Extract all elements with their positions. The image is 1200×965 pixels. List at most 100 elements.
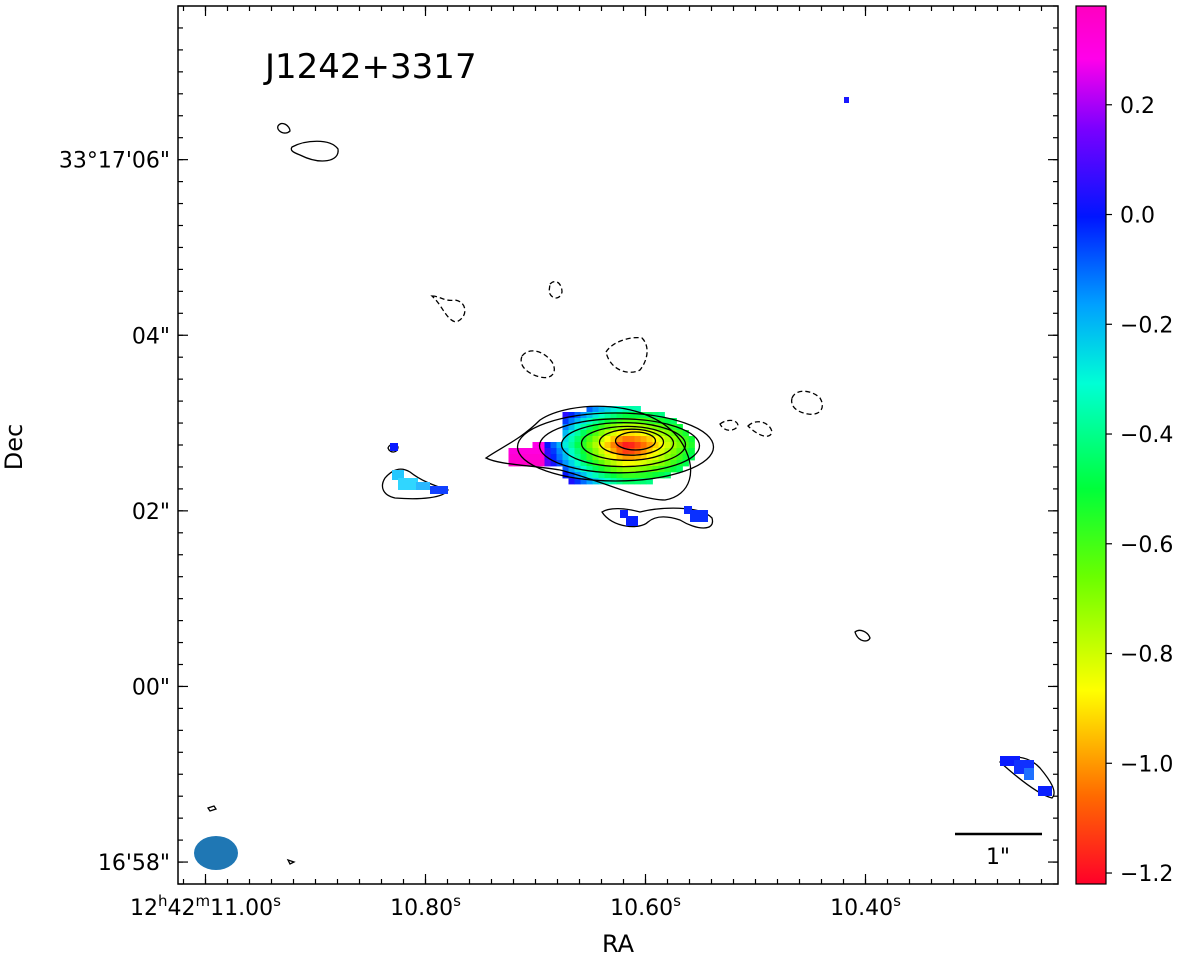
heatmap-pixel bbox=[598, 424, 605, 431]
scale-bar-label: 1" bbox=[986, 845, 1010, 870]
heatmap-pixel bbox=[580, 454, 587, 461]
heatmap-pixel bbox=[640, 442, 647, 449]
heatmap-pixel bbox=[580, 460, 587, 467]
heatmap-pixel bbox=[670, 460, 677, 467]
heatmap-pixel bbox=[622, 460, 629, 467]
heatmap-pixel bbox=[670, 436, 677, 443]
heatmap-pixel bbox=[592, 430, 599, 437]
y-tick-label: 02" bbox=[132, 500, 170, 525]
heatmap-pixel bbox=[586, 454, 593, 461]
heatmap-pixel bbox=[604, 412, 611, 419]
heatmap-pixel bbox=[580, 436, 587, 443]
heatmap-pixel bbox=[616, 436, 623, 443]
heatmap-pixel bbox=[604, 466, 611, 473]
heatmap-pixel bbox=[520, 460, 527, 467]
solid-contour bbox=[854, 629, 871, 642]
heatmap-pixel bbox=[592, 436, 599, 443]
heatmap-pixel bbox=[640, 436, 647, 443]
heatmap-pixel bbox=[586, 472, 593, 479]
heatmap-pixel bbox=[532, 454, 539, 461]
heatmap-pixel bbox=[670, 418, 677, 425]
heatmap-pixel bbox=[688, 448, 695, 455]
heatmap-pixel bbox=[622, 448, 629, 455]
heatmap-pixel bbox=[628, 436, 635, 443]
dashed-contour bbox=[605, 336, 648, 373]
solid-contour bbox=[277, 122, 291, 134]
y-tick-label: 00" bbox=[132, 675, 170, 700]
heatmap-pixel bbox=[664, 430, 671, 437]
heatmap-pixel bbox=[634, 478, 641, 485]
heatmap-pixel bbox=[568, 412, 575, 419]
heatmap-pixel bbox=[604, 418, 611, 425]
heatmap-pixel bbox=[616, 454, 623, 461]
heatmap-pixel bbox=[676, 430, 683, 437]
heatmap-pixel bbox=[568, 478, 575, 485]
heatmap-pixel bbox=[622, 442, 629, 449]
heatmap-pixel bbox=[634, 466, 641, 473]
heatmap-pixel bbox=[652, 412, 659, 419]
heatmap-pixel bbox=[616, 472, 623, 479]
dashed-contour bbox=[747, 421, 773, 437]
heatmap-pixel bbox=[622, 436, 629, 443]
heatmap-pixel bbox=[598, 460, 605, 467]
heatmap-pixel bbox=[640, 412, 647, 419]
heatmap-pixel bbox=[508, 460, 515, 467]
heatmap-pixel bbox=[676, 466, 683, 473]
heatmap-pixel bbox=[568, 460, 575, 467]
heatmap-pixel bbox=[610, 448, 617, 455]
heatmap-pixel bbox=[598, 472, 605, 479]
contour-ring bbox=[516, 412, 715, 482]
heatmap-pixel bbox=[640, 466, 647, 473]
heatmap-pixel bbox=[526, 454, 533, 461]
heatmap-pixel bbox=[550, 460, 557, 467]
contour-ring bbox=[614, 431, 657, 451]
heatmap-pixel bbox=[634, 454, 641, 461]
dashed-contour bbox=[520, 350, 555, 379]
heatmap-pixel bbox=[646, 478, 653, 485]
heatmap-pixel bbox=[610, 430, 617, 437]
heatmap-pixel bbox=[634, 412, 641, 419]
heatmap-pixel bbox=[592, 418, 599, 425]
heatmap-pixel bbox=[670, 448, 677, 455]
heatmap-pixel bbox=[532, 448, 539, 455]
heatmap-pixel bbox=[568, 418, 575, 425]
heatmap-pixel bbox=[562, 466, 569, 473]
heatmap-pixel bbox=[508, 448, 515, 455]
solid-contour bbox=[290, 140, 339, 162]
heatmap-pixel bbox=[658, 442, 665, 449]
heatmap-pixel bbox=[556, 454, 563, 461]
colorbar bbox=[1075, 5, 1107, 885]
heatmap-pixel bbox=[622, 424, 629, 431]
heatmap-pixel bbox=[580, 448, 587, 455]
heatmap-pixel bbox=[592, 442, 599, 449]
heatmap-pixel bbox=[664, 460, 671, 467]
heatmap-pixel bbox=[604, 424, 611, 431]
heatmap-pixel bbox=[640, 454, 647, 461]
heatmap-pixel bbox=[628, 472, 635, 479]
heatmap-pixel bbox=[574, 436, 581, 443]
y-tick-label: 04" bbox=[132, 324, 170, 349]
heatmap-pixel bbox=[634, 460, 641, 467]
heatmap-pixel bbox=[604, 472, 611, 479]
heatmap-pixel bbox=[556, 448, 563, 455]
heatmap-pixel bbox=[514, 460, 521, 467]
heatmap-pixel bbox=[568, 472, 575, 479]
heatmap-pixel bbox=[550, 448, 557, 455]
chart-title: J1242+3317 bbox=[263, 47, 477, 87]
heatmap-pixel bbox=[622, 466, 629, 473]
dashed-contour bbox=[790, 390, 823, 415]
dashed-contour bbox=[548, 280, 563, 299]
contour-ring bbox=[538, 418, 701, 474]
heatmap-pixel bbox=[676, 442, 683, 449]
heatmap-pixel bbox=[538, 442, 545, 449]
heatmap-pixel bbox=[544, 442, 551, 449]
heatmap-pixel bbox=[526, 448, 533, 455]
heatmap-pixel bbox=[640, 448, 647, 455]
x-tick-label: 10.60s bbox=[610, 892, 681, 921]
heatmap-pixel bbox=[568, 466, 575, 473]
heatmap-pixel bbox=[634, 442, 641, 449]
heatmap-pixel bbox=[532, 460, 539, 467]
heatmap-pixel bbox=[604, 406, 611, 413]
heatmap-pixel bbox=[622, 412, 629, 419]
